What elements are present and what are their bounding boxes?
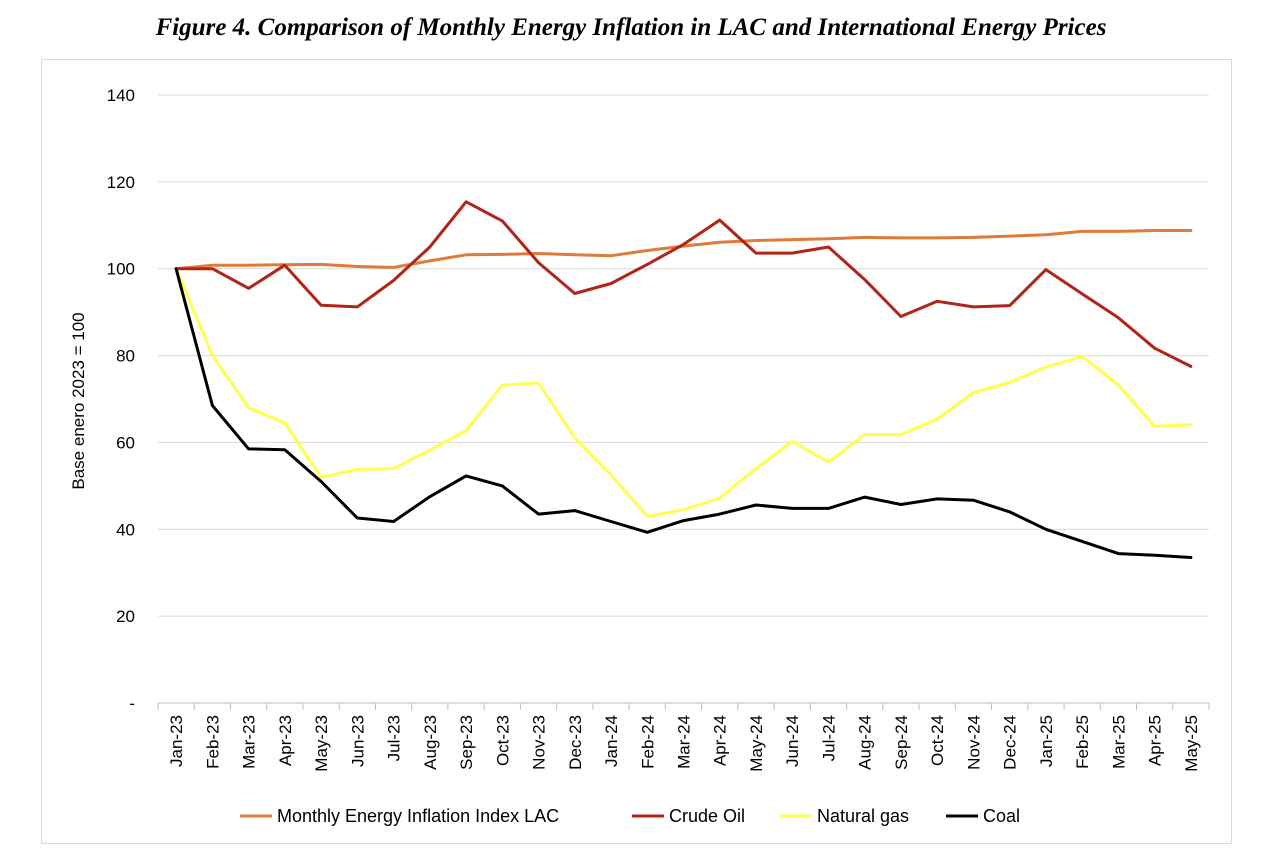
x-tick-label: Apr-23 bbox=[276, 715, 295, 766]
legend-label: Natural gas bbox=[817, 806, 909, 826]
x-tick-label: Mar-23 bbox=[240, 715, 259, 769]
chart-title: Figure 4. Comparison of Monthly Energy I… bbox=[155, 14, 1107, 41]
y-axis-label: Base enero 2023 = 100 bbox=[69, 312, 88, 489]
y-tick-label: 40 bbox=[116, 520, 135, 539]
x-tick-label: Jan-25 bbox=[1037, 715, 1056, 767]
series-line-crude-oil bbox=[174, 200, 1193, 368]
y-tick-label: - bbox=[129, 694, 135, 713]
x-tick-label: Jul-23 bbox=[385, 715, 404, 761]
x-tick-label: Jun-23 bbox=[348, 715, 367, 767]
gridlines bbox=[158, 94, 1209, 617]
x-tick-label: Sep-24 bbox=[892, 715, 911, 770]
legend-label: Coal bbox=[983, 806, 1020, 826]
x-tick-label: Feb-23 bbox=[203, 715, 222, 769]
x-tick-label: Sep-23 bbox=[457, 715, 476, 770]
x-tick-label: Jan-23 bbox=[167, 715, 186, 767]
x-tick-label: Aug-23 bbox=[421, 715, 440, 770]
y-axis-ticks: - 20 40 60 80 100 120 140 bbox=[107, 86, 135, 713]
y-tick-label: 140 bbox=[107, 86, 135, 105]
legend: Monthly Energy Inflation Index LAC Crude … bbox=[240, 806, 1020, 826]
x-tick-label: May-25 bbox=[1182, 715, 1201, 772]
x-tick-label: Oct-24 bbox=[928, 715, 947, 766]
x-tick-label: Aug-24 bbox=[856, 715, 875, 770]
x-tick-label: Apr-24 bbox=[711, 715, 730, 766]
x-tick-label: Jan-24 bbox=[602, 715, 621, 767]
x-axis bbox=[157, 702, 1210, 710]
chart-frame bbox=[41, 59, 1232, 844]
series-line-monthly-energy-inflation-index-lac bbox=[174, 229, 1193, 271]
x-tick-label: Oct-23 bbox=[493, 715, 512, 766]
x-tick-label: Feb-24 bbox=[638, 715, 657, 769]
x-tick-label: Dec-23 bbox=[566, 715, 585, 770]
legend-label: Monthly Energy Inflation Index LAC bbox=[277, 806, 559, 826]
x-tick-label: Mar-25 bbox=[1109, 715, 1128, 769]
x-tick-label: Jun-24 bbox=[783, 715, 802, 767]
x-tick-label: Nov-24 bbox=[964, 715, 983, 770]
x-axis-ticks: Jan-23 Feb-23 Mar-23 Apr-23 May-23 Jun-23 Jul-… bbox=[167, 715, 1201, 772]
x-tick-label: Apr-25 bbox=[1146, 715, 1165, 766]
series-line-natural-gas bbox=[174, 267, 1193, 518]
x-tick-label: Mar-24 bbox=[675, 715, 694, 769]
x-tick-label: Jul-24 bbox=[819, 715, 838, 761]
series-line-coal bbox=[174, 267, 1193, 559]
x-tick-label: May-23 bbox=[312, 715, 331, 772]
x-tick-label: Nov-23 bbox=[530, 715, 549, 770]
y-tick-label: 60 bbox=[116, 433, 135, 452]
series-lines bbox=[174, 200, 1193, 559]
y-tick-label: 120 bbox=[107, 173, 135, 192]
y-tick-label: 100 bbox=[107, 260, 135, 279]
x-tick-label: Dec-24 bbox=[1001, 715, 1020, 770]
x-tick-label: May-24 bbox=[747, 715, 766, 772]
y-tick-label: 20 bbox=[116, 607, 135, 626]
legend-label: Crude Oil bbox=[669, 806, 745, 826]
y-tick-label: 80 bbox=[116, 347, 135, 366]
x-tick-label: Feb-25 bbox=[1073, 715, 1092, 769]
